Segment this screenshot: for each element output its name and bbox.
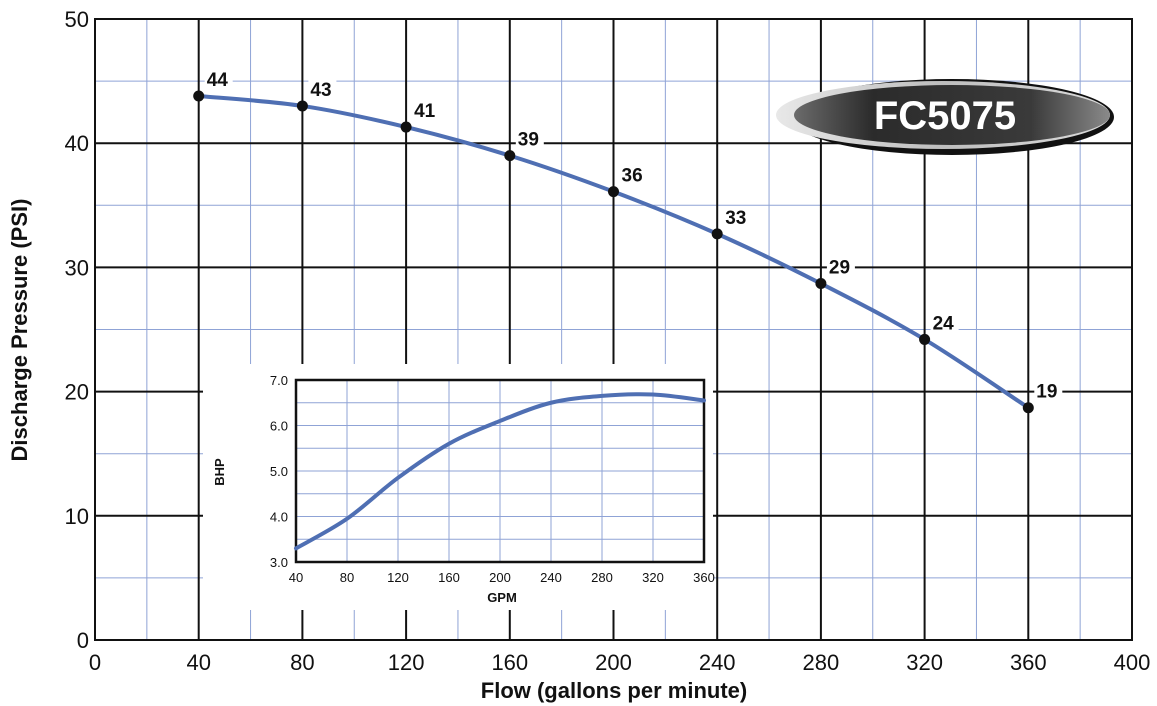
x-tick-label: 240 bbox=[699, 650, 736, 675]
inset-axes: 40 80 120 160 200 240 280 320 360 3.0 4.0 5.0 6.0 7.0 bbox=[270, 373, 715, 585]
x-tick-label: 400 bbox=[1114, 650, 1151, 675]
x-tick-label: 280 bbox=[803, 650, 840, 675]
data-label-bg bbox=[412, 101, 441, 122]
main-axes: 0 40 80 120 160 200 240 280 320 360 400 0 10 20 30 40 50 bbox=[65, 7, 1151, 675]
x-axis-title: Flow (gallons per minute) bbox=[481, 678, 747, 703]
y-tick-label: 30 bbox=[65, 255, 89, 280]
inset-x-tick-label: 40 bbox=[289, 570, 303, 585]
data-point bbox=[193, 90, 205, 102]
inset-x-tick-label: 200 bbox=[489, 570, 511, 585]
inset-y-tick-label: 7.0 bbox=[270, 373, 288, 388]
data-label: 24 bbox=[933, 313, 955, 334]
data-point bbox=[608, 186, 619, 198]
data-label: 43 bbox=[310, 80, 331, 101]
x-tick-label: 80 bbox=[290, 650, 314, 675]
x-tick-label: 200 bbox=[595, 650, 632, 675]
y-axis-title: Discharge Pressure (PSI) bbox=[7, 199, 32, 462]
y-tick-label: 0 bbox=[77, 628, 89, 653]
inset-x-tick-label: 160 bbox=[438, 570, 460, 585]
inset-x-tick-label: 240 bbox=[540, 570, 562, 585]
data-point bbox=[296, 100, 308, 112]
data-label-bg bbox=[723, 207, 752, 228]
inset-y-tick-label: 4.0 bbox=[270, 510, 288, 525]
data-label-bg bbox=[515, 129, 544, 150]
data-point bbox=[400, 121, 412, 133]
y-tick-label: 10 bbox=[65, 504, 89, 529]
model-badge-text: FC5075 bbox=[874, 94, 1016, 138]
data-point bbox=[711, 228, 723, 240]
data-label-bg bbox=[1034, 381, 1063, 402]
x-tick-label: 360 bbox=[1010, 650, 1047, 675]
data-label-bg bbox=[826, 257, 855, 278]
x-tick-label: 160 bbox=[491, 650, 528, 675]
data-label: 44 bbox=[207, 70, 229, 91]
inset-x-tick-label: 120 bbox=[387, 570, 409, 585]
model-badge: FC5075 bbox=[776, 79, 1114, 155]
y-tick-label: 20 bbox=[65, 380, 89, 405]
data-label: 36 bbox=[622, 166, 643, 187]
inset-x-tick-label: 360 bbox=[693, 570, 715, 585]
data-point bbox=[1022, 402, 1034, 414]
inset-y-tick-label: 6.0 bbox=[270, 419, 288, 434]
inset-y-axis-title: BHP bbox=[212, 458, 227, 486]
data-label-bg bbox=[930, 313, 959, 334]
data-label: 33 bbox=[725, 208, 746, 229]
data-point bbox=[504, 150, 516, 162]
inset-background bbox=[203, 364, 713, 610]
inset-frame bbox=[294, 378, 706, 564]
y-tick-label: 50 bbox=[65, 7, 89, 32]
x-tick-label: 120 bbox=[388, 650, 425, 675]
data-label-bg bbox=[619, 165, 648, 186]
inset-y-tick-label: 3.0 bbox=[270, 555, 288, 570]
x-tick-label: 320 bbox=[906, 650, 943, 675]
bhp-series bbox=[294, 392, 706, 551]
inset-x-tick-label: 320 bbox=[642, 570, 664, 585]
data-label-bg bbox=[308, 79, 337, 100]
bhp-inset-chart: 40 80 120 160 200 240 280 320 360 3.0 4.0 5.0 6.0 7.0… bbox=[203, 364, 715, 610]
x-tick-label: 40 bbox=[186, 650, 210, 675]
data-label-bg bbox=[204, 70, 233, 91]
pressure-series: 44 43 41 39 36 33 29 24 19 bbox=[193, 70, 1063, 414]
bhp-curve bbox=[294, 392, 706, 551]
data-label: 29 bbox=[829, 258, 850, 279]
inset-x-axis-title: GPM bbox=[487, 590, 517, 605]
inset-y-tick-label: 5.0 bbox=[270, 464, 288, 479]
inset-x-tick-label: 280 bbox=[591, 570, 613, 585]
data-point bbox=[919, 333, 931, 345]
x-tick-label: 0 bbox=[89, 650, 101, 675]
inset-x-tick-label: 80 bbox=[340, 570, 354, 585]
data-point bbox=[815, 278, 827, 290]
plot-frame bbox=[94, 18, 1133, 641]
data-label: 39 bbox=[518, 130, 539, 151]
data-label: 19 bbox=[1036, 382, 1057, 403]
data-label: 41 bbox=[414, 101, 436, 122]
y-tick-label: 40 bbox=[65, 131, 89, 156]
